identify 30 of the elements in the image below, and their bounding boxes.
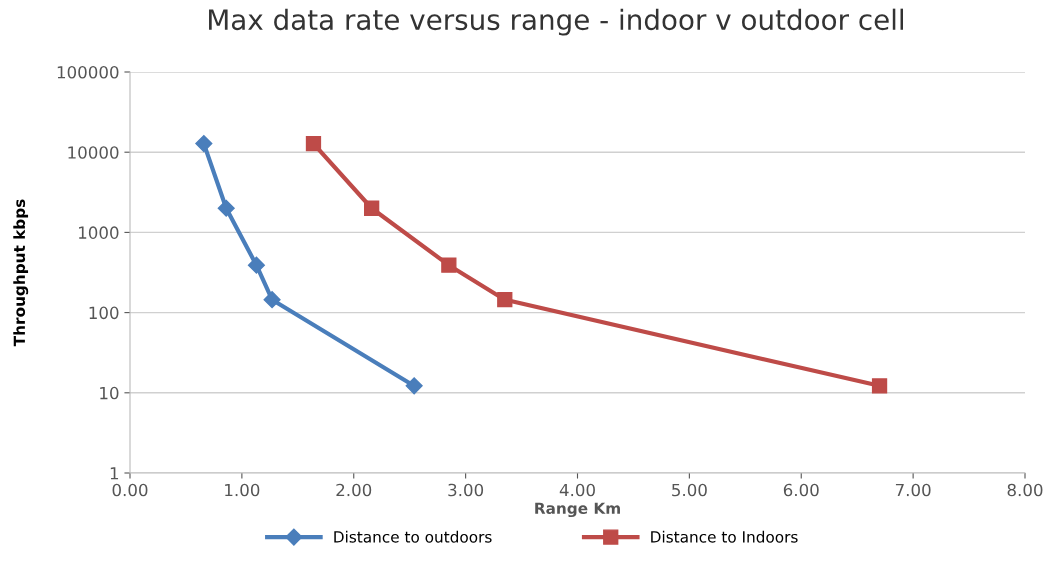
x-tick-label: 5.00 xyxy=(672,483,707,497)
y-tick-label: 10 xyxy=(100,386,119,400)
y-tick-label: 10000 xyxy=(68,146,119,159)
point xyxy=(217,199,235,217)
x-tick-label: 2.00 xyxy=(336,483,372,497)
y-axis-title: Throughput kbps xyxy=(13,199,29,347)
x-axis-title: Range Km xyxy=(535,502,620,518)
y-tick-label: 1 xyxy=(110,467,119,480)
y-tick-label: 100 xyxy=(89,306,119,320)
point xyxy=(195,135,213,153)
point xyxy=(441,257,457,273)
x-tick-label: 4.00 xyxy=(559,483,595,497)
point xyxy=(305,135,322,152)
point xyxy=(247,256,265,274)
point xyxy=(871,378,888,394)
point xyxy=(364,200,380,216)
legend-label: Distance to outdoors xyxy=(334,530,492,543)
point xyxy=(405,377,423,395)
x-tick-label: 7.00 xyxy=(895,483,931,497)
y-tick-label: 100000 xyxy=(57,65,119,79)
chart-title: Max data rate versus range - indoor v outdoor cell xyxy=(209,8,904,36)
y-tick-label: 1000 xyxy=(79,226,119,239)
x-tick-label: 1.00 xyxy=(225,483,260,497)
x-tick-label: 6.00 xyxy=(783,483,819,497)
x-tick-label: 0.00 xyxy=(112,483,148,497)
point xyxy=(263,291,281,309)
legend-label: Distance to Indoors xyxy=(651,530,798,543)
point xyxy=(497,292,513,308)
x-tick-label: 3.00 xyxy=(448,483,484,497)
x-tick-label: 8.00 xyxy=(1007,483,1043,497)
